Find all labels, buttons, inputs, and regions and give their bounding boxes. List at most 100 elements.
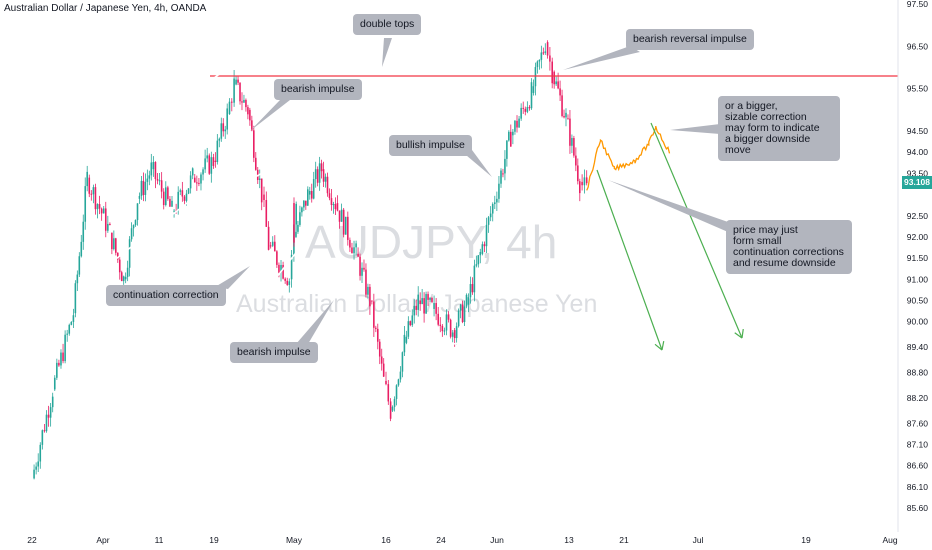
candle-body bbox=[423, 298, 425, 314]
candle-body bbox=[459, 304, 462, 311]
candle-body bbox=[249, 109, 251, 121]
double-tops-pointer bbox=[382, 38, 392, 67]
channel-line bbox=[74, 69, 227, 169]
down-target-arrow-2-head bbox=[734, 332, 743, 339]
candle-body bbox=[471, 284, 474, 293]
candle-body bbox=[431, 297, 433, 302]
candle-body bbox=[361, 267, 363, 276]
candle-body bbox=[102, 208, 105, 214]
candle-body bbox=[565, 112, 567, 118]
candle-body bbox=[284, 278, 286, 281]
y-tick-label: 87.10 bbox=[907, 439, 929, 449]
channel-line bbox=[254, 139, 326, 178]
candle-body bbox=[481, 244, 484, 254]
candle-body bbox=[39, 444, 42, 462]
candle-body bbox=[445, 314, 448, 331]
candle-body bbox=[113, 238, 115, 250]
y-tick-label: 85.60 bbox=[907, 503, 929, 513]
candle-body bbox=[571, 138, 573, 146]
candle-body bbox=[280, 264, 282, 273]
candle-body bbox=[485, 224, 488, 247]
candle-body bbox=[479, 252, 482, 256]
candle-body bbox=[237, 79, 239, 83]
bearish-impulse-1-pointer bbox=[250, 100, 290, 131]
x-tick-label: 24 bbox=[436, 535, 446, 545]
candle-body bbox=[235, 79, 237, 85]
candle-body bbox=[222, 123, 225, 132]
projected-path bbox=[586, 125, 671, 191]
candle-body bbox=[314, 169, 317, 180]
candle-body bbox=[212, 157, 215, 166]
candle-body bbox=[271, 241, 274, 246]
candle-body bbox=[56, 362, 58, 378]
candle-body bbox=[126, 267, 129, 277]
candle-body bbox=[447, 314, 450, 320]
candle-body bbox=[544, 51, 547, 53]
candle-body bbox=[78, 256, 81, 275]
candle-body bbox=[196, 182, 198, 184]
candle-body bbox=[409, 321, 412, 326]
candle-body bbox=[198, 182, 200, 184]
candle-body bbox=[269, 245, 272, 247]
y-tick-label: 88.80 bbox=[907, 367, 929, 377]
candle-body bbox=[413, 305, 416, 316]
candle-body bbox=[487, 217, 490, 225]
candle-body bbox=[303, 200, 305, 208]
candle-body bbox=[375, 327, 377, 329]
candle-body bbox=[567, 118, 569, 120]
callout-bearish-impulse-2: bearish impulse bbox=[230, 342, 318, 363]
down-target-arrow-1-head bbox=[661, 341, 665, 351]
candle-body bbox=[363, 267, 365, 270]
candle-body bbox=[322, 169, 325, 182]
candle-body bbox=[310, 191, 313, 199]
candle-body bbox=[489, 213, 492, 218]
x-tick-label: Jun bbox=[490, 535, 504, 545]
y-tick-label: 90.00 bbox=[907, 317, 929, 327]
candle-body bbox=[49, 407, 52, 418]
candle-body bbox=[502, 173, 504, 175]
candle-body bbox=[107, 223, 109, 231]
channel-line bbox=[267, 209, 331, 289]
candle-body bbox=[561, 95, 563, 117]
candle-body bbox=[120, 272, 123, 282]
x-tick-label: May bbox=[286, 535, 303, 545]
candle-body bbox=[316, 169, 319, 183]
candle-body bbox=[189, 175, 192, 189]
candle-body bbox=[140, 180, 143, 196]
candle-body bbox=[546, 42, 549, 56]
candle-body bbox=[251, 120, 253, 131]
y-tick-label: 86.10 bbox=[907, 482, 929, 492]
candle-body bbox=[324, 176, 327, 182]
callout-small-corrections: price may just form small continuation c… bbox=[726, 220, 852, 274]
candle-body bbox=[399, 371, 402, 380]
candle-body bbox=[305, 200, 307, 206]
candle-body bbox=[369, 286, 371, 307]
candle-body bbox=[477, 255, 480, 265]
y-tick-label: 92.50 bbox=[907, 211, 929, 221]
candle-body bbox=[162, 191, 165, 206]
candle-body bbox=[443, 330, 446, 332]
candle-body bbox=[457, 310, 460, 327]
candle-body bbox=[160, 180, 163, 192]
candle-body bbox=[181, 190, 184, 197]
candle-body bbox=[455, 326, 458, 339]
callout-bigger-correction: or a bigger, sizable correction may form… bbox=[718, 96, 840, 161]
y-tick-label: 95.50 bbox=[907, 84, 929, 94]
candle-body bbox=[349, 239, 351, 248]
candle-body bbox=[326, 176, 329, 194]
candle-body bbox=[158, 180, 161, 182]
y-tick-label: 91.00 bbox=[907, 274, 929, 284]
candle-body bbox=[344, 216, 347, 235]
candle-body bbox=[202, 169, 204, 175]
candle-body bbox=[429, 297, 431, 300]
candle-body bbox=[148, 175, 151, 179]
candle-body bbox=[258, 178, 261, 180]
candle-body bbox=[51, 396, 54, 408]
channel-line bbox=[399, 257, 467, 280]
candle-body bbox=[70, 321, 73, 325]
candle-body bbox=[553, 71, 555, 85]
candle-body bbox=[536, 61, 539, 68]
candle-body bbox=[403, 334, 406, 353]
candle-body bbox=[138, 195, 141, 199]
